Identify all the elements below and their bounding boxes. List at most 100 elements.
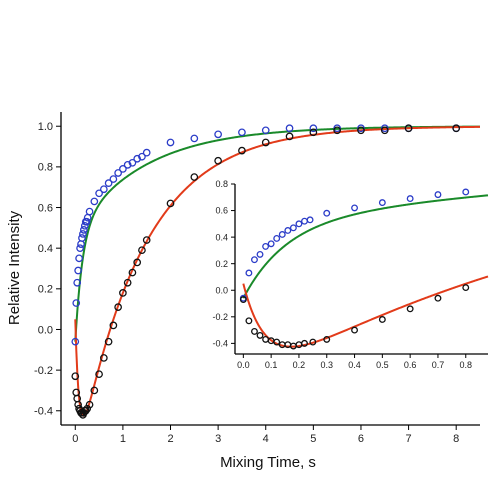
main-y-tick-label: 0.2 (38, 284, 53, 296)
inset-blue-data-point (434, 191, 442, 199)
inset-blue-data-point (278, 231, 286, 238)
inset-black-data-point (239, 296, 247, 303)
main-black-data-point (83, 404, 92, 413)
main-blue-data-point (142, 148, 151, 157)
main-black-data-point (95, 370, 103, 379)
main-black-data-point (238, 146, 246, 155)
main-y-tick-label: -0.2 (34, 365, 53, 377)
main-black-data-point (71, 372, 80, 381)
inset-black-data-point (309, 338, 317, 346)
main-y-tick-label: 0.4 (38, 243, 53, 255)
inset-x-tick-label: 0.7 (432, 360, 445, 370)
main-black-data-point (452, 124, 461, 133)
y-axis-title: Relative Intensity (6, 210, 23, 325)
inset-black-data-point (256, 331, 264, 339)
main-plot: 0 1 2 3 4 5 6 7 8 -0.4 -0.2 0.0 0.2 0.4 0.6 0.8 1.0 (34, 112, 481, 445)
main-blue-data-point (78, 234, 86, 242)
inset-black-data-point (462, 284, 470, 292)
main-black-data-point (123, 278, 132, 287)
inset-y-tick-label: 0.6 (215, 206, 228, 216)
inset-black-data-point (323, 335, 331, 343)
main-black-data-point (357, 126, 365, 135)
main-black-data-point (100, 354, 108, 362)
main-blue-data-point (95, 189, 103, 198)
main-blue-data-point (80, 226, 88, 234)
main-blue-data-point (238, 128, 246, 137)
main-x-tick-label: 8 (453, 433, 459, 445)
inset-blue-data-point (378, 199, 386, 207)
inset-x-tick-label: 0.6 (404, 360, 417, 370)
main-blue-data-point (109, 175, 118, 183)
inset-y-tick-label: 0.4 (215, 232, 228, 242)
main-black-data-point (404, 124, 413, 133)
inset-blue-data-point (462, 188, 470, 196)
main-black-data-point (128, 268, 137, 277)
inset-blue-data-point (262, 242, 270, 250)
inset-blue-data-point (351, 204, 358, 212)
main-blue-data-point (79, 230, 87, 238)
main-black-data-point (380, 126, 389, 135)
main-blue-data-point (128, 158, 137, 167)
inset-black-data-point (273, 338, 281, 346)
main-blue-data-point (80, 221, 89, 230)
main-black-data-point (114, 303, 122, 311)
main-blue-data-point (100, 185, 108, 194)
main-black-data-point (285, 132, 294, 141)
inset-x-tick-label: 0.1 (265, 360, 278, 370)
main-blue-data-point (82, 217, 91, 226)
inset-black-data-point (301, 339, 308, 347)
main-blue-data-point (72, 299, 81, 307)
main-x-tick-label: 6 (358, 433, 364, 445)
main-blue-data-point (261, 126, 270, 135)
main-blue-data-point (166, 138, 175, 147)
main-black-data-point (85, 400, 94, 409)
main-x-tick-label: 0 (72, 433, 78, 445)
main-blue-data-point (309, 124, 318, 133)
main-blue-data-point (90, 197, 99, 206)
main-blue-data-point (123, 160, 132, 169)
main-blue-data-point (133, 154, 142, 163)
main-red-fit-curve (74, 125, 481, 417)
inset-x-tick-label: 0.8 (460, 360, 473, 370)
inset-black-data-point (251, 327, 258, 335)
main-blue-data-point (119, 165, 127, 173)
inset-y-tick-label: -0.2 (212, 312, 228, 322)
main-black-data-point (81, 406, 90, 415)
inset-black-data-point (245, 317, 253, 325)
inset-y-tick-label: 0.2 (215, 259, 228, 269)
inset-y-tick-label: 0.0 (215, 285, 228, 295)
main-black-data-point (104, 337, 113, 346)
inset-black-data-point (378, 316, 386, 323)
inset-blue-data-point (306, 216, 314, 224)
main-black-data-point (309, 128, 318, 137)
main-black-data-point (119, 289, 127, 297)
main-black-data-point (138, 246, 146, 255)
main-black-data-point (109, 321, 118, 330)
inset-x-tick-label: 0.3 (320, 360, 333, 370)
main-blue-data-point (114, 169, 122, 177)
main-y-tick-label: -0.4 (34, 406, 53, 418)
main-x-tick-label: 3 (215, 433, 221, 445)
main-black-data-point (133, 258, 142, 267)
inset-blue-data-point (289, 224, 297, 232)
main-y-tick-label: 0.0 (38, 324, 53, 336)
main-blue-data-point (71, 337, 80, 346)
main-x-tick-label: 5 (310, 433, 316, 445)
main-black-data-point (142, 236, 151, 244)
main-blue-data-point (74, 266, 82, 275)
inset-blue-data-point (256, 250, 264, 258)
main-x-tick-label: 1 (120, 433, 126, 445)
main-blue-data-point (76, 244, 84, 253)
main-blue-data-point (138, 152, 146, 161)
inset-blue-data-point (245, 269, 253, 277)
main-x-tick-label: 2 (167, 433, 173, 445)
inset-background (205, 175, 490, 375)
inset-black-data-point (351, 326, 358, 334)
main-blue-data-point (104, 179, 113, 187)
inset-y-tick-label: 0.8 (215, 179, 228, 189)
inset-blue-data-point (267, 240, 275, 248)
main-black-data-point (333, 126, 342, 135)
inset-black-data-point (406, 305, 414, 313)
main-black-data-point (261, 138, 270, 147)
